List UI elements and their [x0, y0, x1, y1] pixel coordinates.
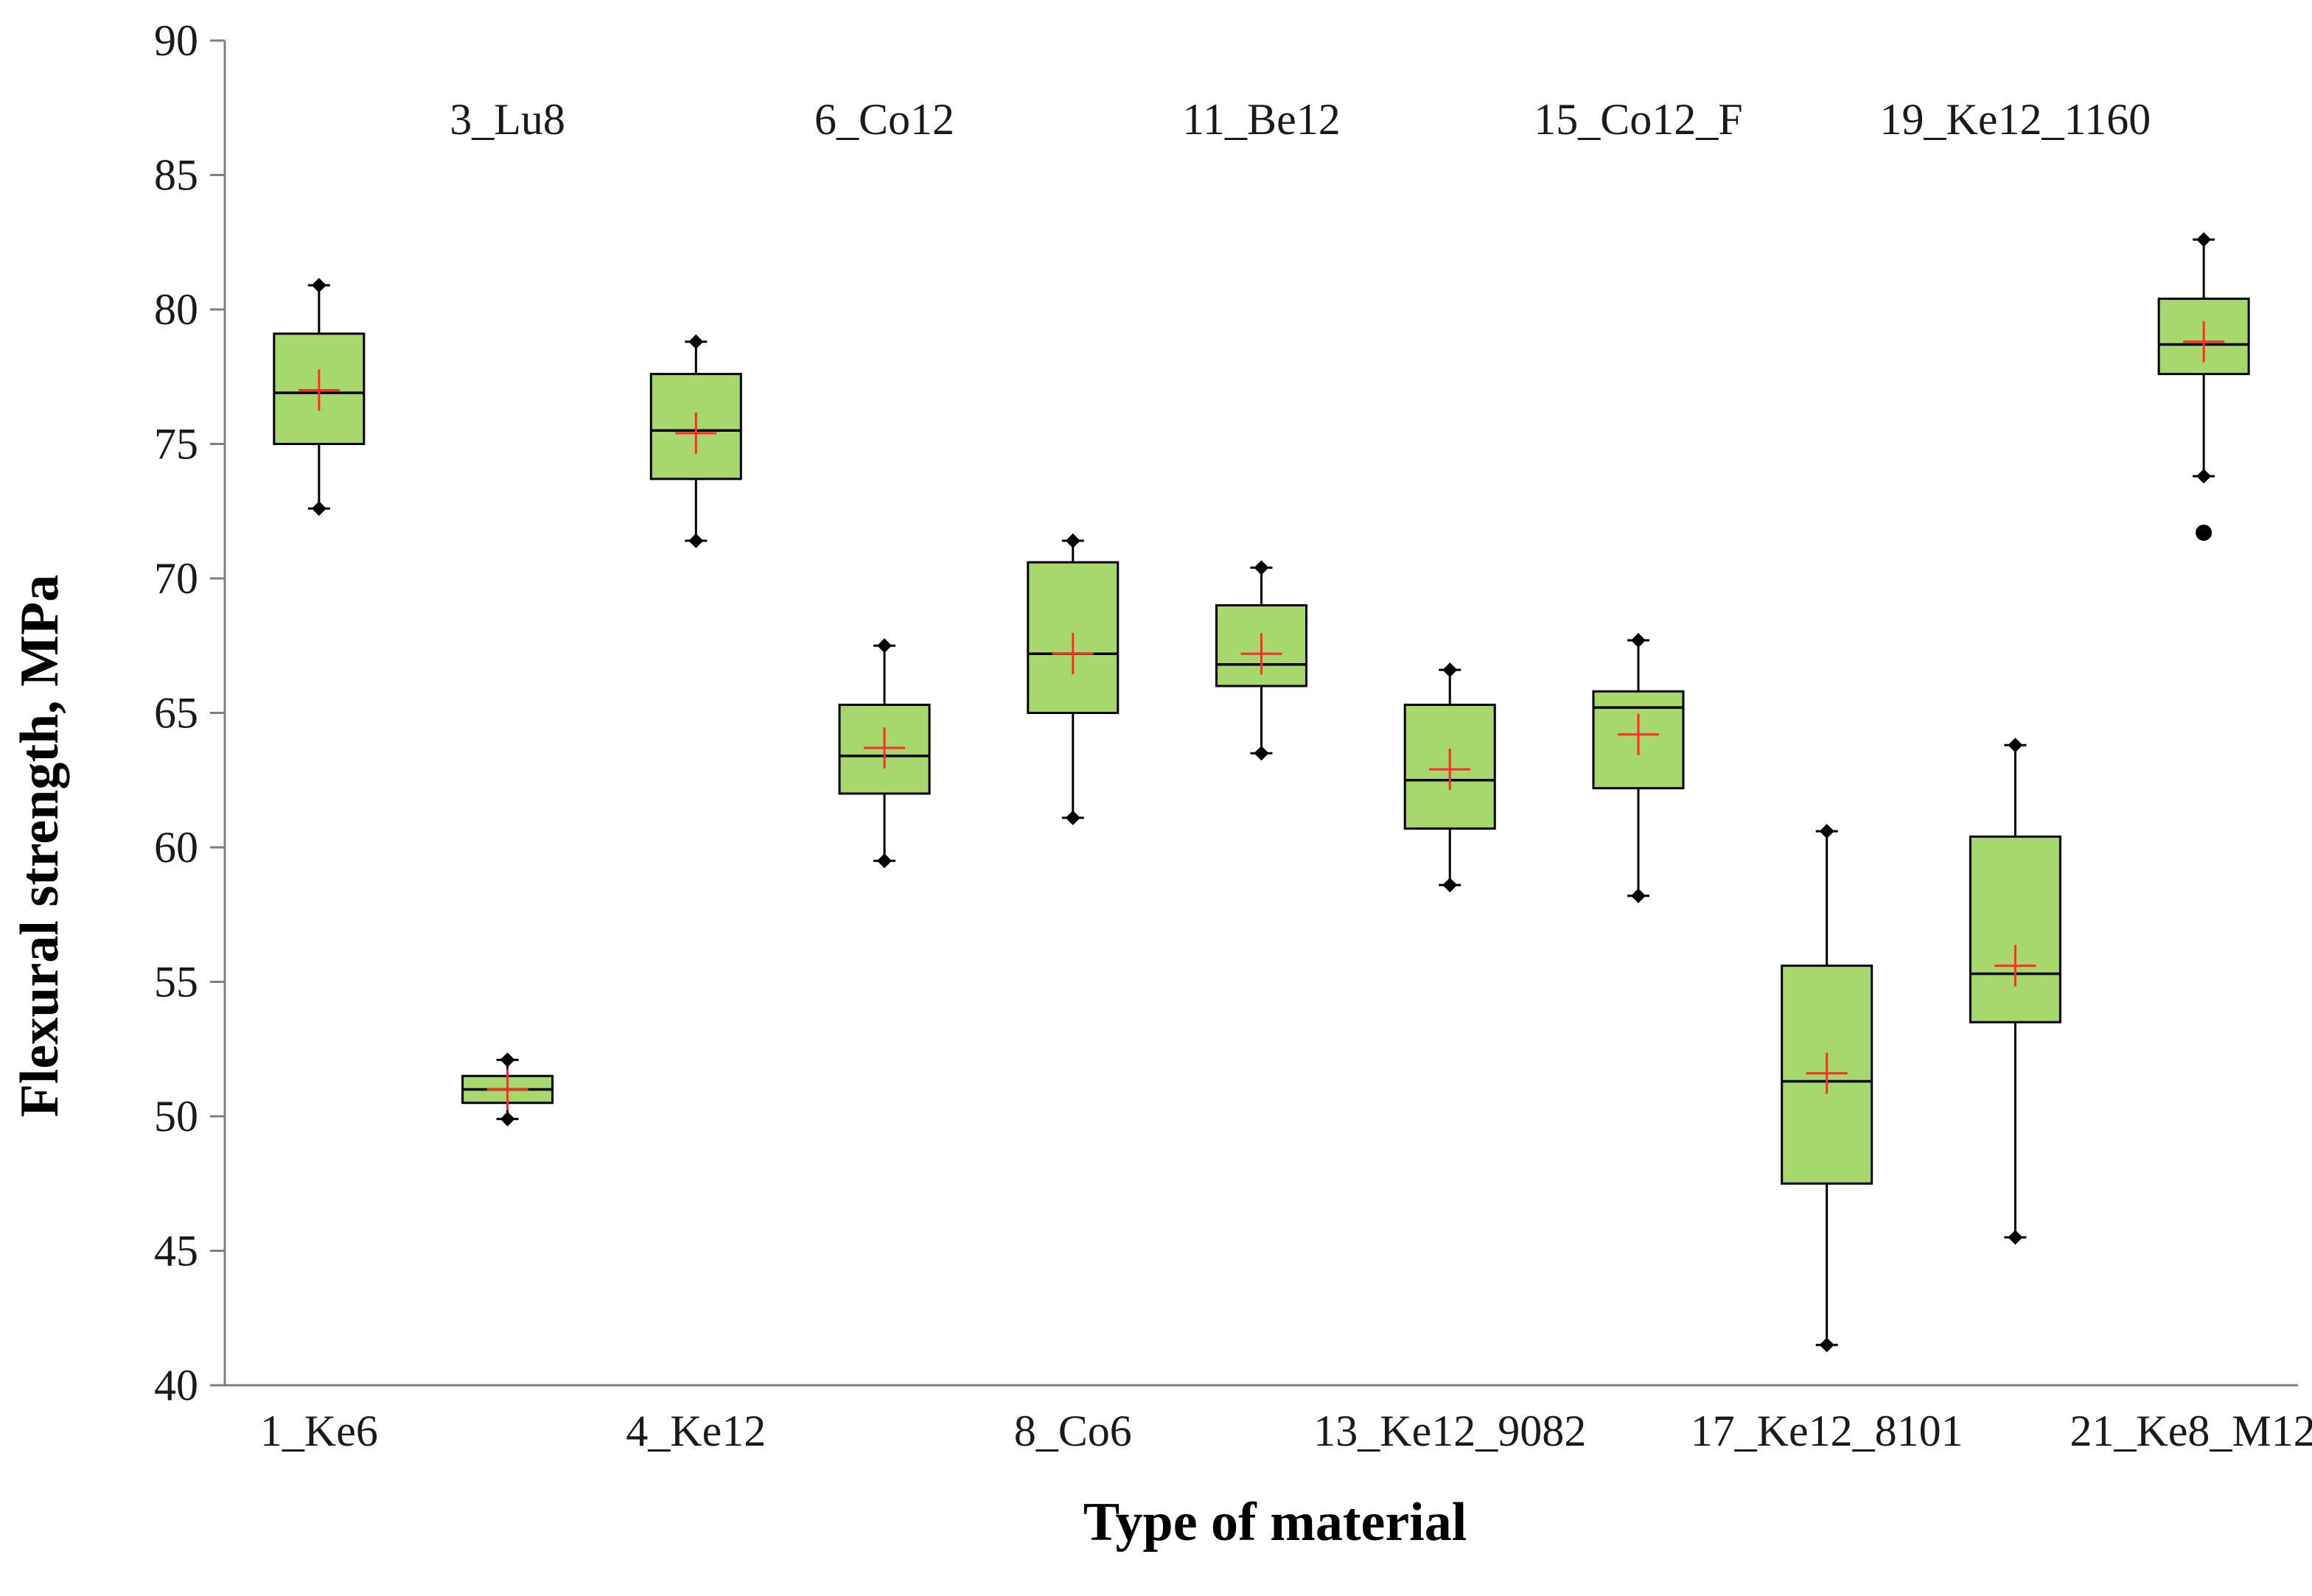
- max-marker: [500, 1052, 515, 1068]
- min-marker: [1819, 1337, 1834, 1353]
- max-marker: [877, 638, 893, 654]
- max-marker: [1819, 824, 1834, 839]
- min-marker: [1630, 888, 1646, 903]
- outlier-point: [2196, 524, 2213, 541]
- y-tick-label: 40: [154, 1361, 198, 1410]
- min-marker: [688, 533, 704, 548]
- max-marker: [1065, 533, 1080, 548]
- min-marker: [500, 1111, 515, 1127]
- category-labels: 1_Ke6 3_Lu8 4_Ke12 6_Co12 8_Co6 11_Be12 13_Ke1…: [260, 95, 2312, 1455]
- max-marker: [2008, 738, 2023, 753]
- x-category-label: 17_Ke12_8101: [1691, 1407, 1963, 1455]
- max-marker: [311, 278, 326, 293]
- box-group-1-ke6: [273, 278, 366, 517]
- box-group-4-ke12: [649, 334, 742, 548]
- y-tick-label: 75: [154, 420, 198, 469]
- min-marker: [1065, 810, 1080, 825]
- x-category-label: 13_Ke12_9082: [1313, 1407, 1586, 1455]
- y-tick-label: 80: [154, 285, 198, 334]
- min-marker: [311, 501, 326, 517]
- top-category-label: 19_Ke12_1160: [1880, 95, 2151, 144]
- max-marker: [688, 334, 704, 349]
- y-tick-label: 65: [154, 689, 198, 738]
- max-marker: [1630, 632, 1646, 648]
- y-tick-label: 55: [154, 958, 198, 1007]
- min-marker: [1442, 878, 1458, 893]
- y-tick-label: 45: [154, 1227, 198, 1275]
- box-group-13-ke12-9082: [1403, 662, 1496, 893]
- iqr-box: [1969, 835, 2061, 1023]
- y-tick-label: 50: [154, 1092, 198, 1141]
- max-marker: [1442, 662, 1458, 678]
- top-category-label: 6_Co12: [814, 95, 954, 144]
- y-tick-label: 85: [154, 151, 198, 200]
- x-category-label: 1_Ke6: [260, 1407, 378, 1455]
- y-tick-label: 60: [154, 823, 198, 872]
- box-group-6-co12: [838, 638, 931, 869]
- x-category-label: 21_Ke8_M124: [2070, 1407, 2312, 1455]
- box-group-8-co6: [1027, 533, 1120, 825]
- top-category-label: 15_Co12_F: [1534, 95, 1742, 144]
- min-marker: [2196, 469, 2212, 484]
- box-group-15-co12-f: [1592, 632, 1685, 903]
- min-marker: [2008, 1230, 2023, 1245]
- box-group-19-ke12-1160: [1969, 738, 2061, 1245]
- box-group-17-ke12-8101: [1781, 824, 1873, 1353]
- min-marker: [1254, 746, 1269, 761]
- max-marker: [2196, 232, 2212, 248]
- max-marker: [1254, 560, 1269, 575]
- axes: 40 45 50 55 60 65 70 75 80 85 90: [154, 16, 2298, 1410]
- x-category-label: 4_Ke12: [626, 1407, 766, 1455]
- y-tick-label: 90: [154, 16, 198, 65]
- box-group-21-ke8-m124: [2157, 232, 2250, 541]
- top-category-label: 11_Be12: [1182, 95, 1340, 144]
- x-axis-title: Type of material: [1083, 1492, 1467, 1553]
- box-group-11-be12: [1215, 560, 1307, 761]
- box-group-3-lu8: [461, 1052, 554, 1127]
- y-tick-label: 70: [154, 554, 198, 603]
- min-marker: [877, 853, 893, 869]
- x-category-label: 8_Co6: [1014, 1407, 1132, 1455]
- y-axis-title: Flexural strength, MPa: [10, 575, 70, 1117]
- boxes: [273, 232, 2250, 1353]
- top-category-label: 3_Lu8: [450, 95, 565, 144]
